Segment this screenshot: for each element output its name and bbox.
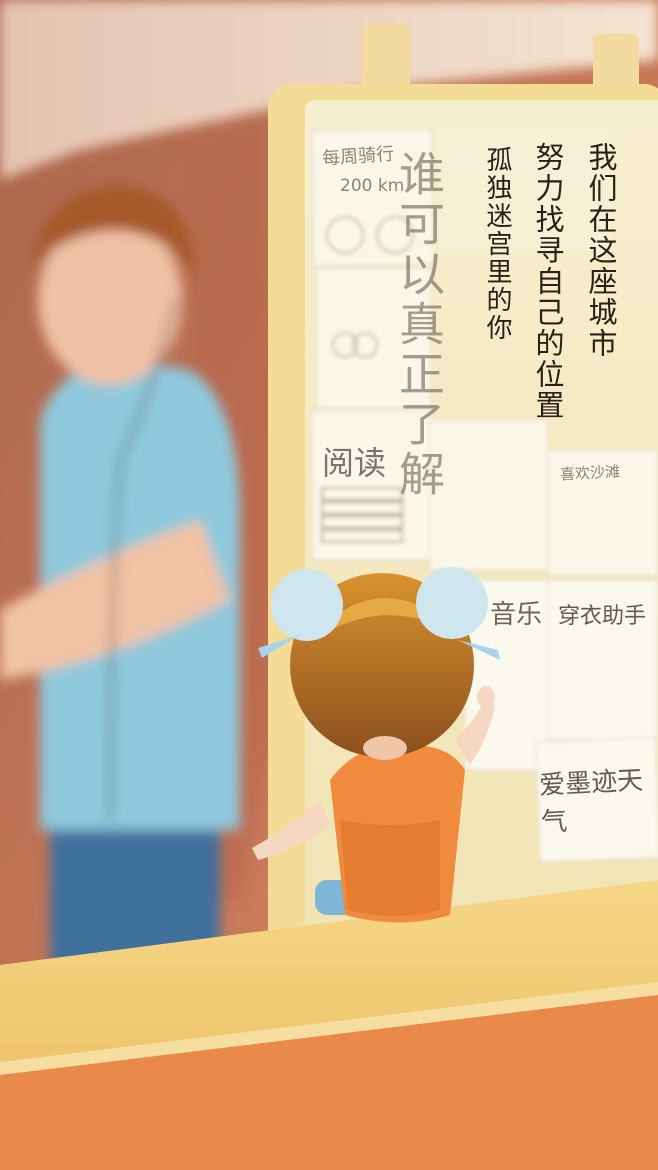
child-neck — [363, 736, 407, 760]
hair-bun-left — [271, 569, 343, 641]
book-2 — [321, 501, 403, 515]
note-face-1 — [332, 332, 358, 358]
note-distance-label: 200 km — [340, 176, 405, 196]
poem-line-4: 谁可以真正了解 — [392, 150, 446, 500]
man-hair — [30, 185, 195, 280]
man-figure — [0, 185, 240, 1000]
child-shirt-shadow — [340, 820, 440, 916]
poem-line-1: 我们在这座城市 — [584, 142, 618, 359]
desk-front — [0, 990, 658, 1170]
pinned-notes — [311, 128, 658, 863]
poem-line-2: 努力找寻自己的位置 — [531, 142, 565, 421]
desk-top — [0, 880, 658, 1070]
note-dress-label: 穿衣助手 — [558, 604, 647, 629]
note-music-label: 音乐 — [490, 600, 543, 630]
man-head — [38, 215, 182, 385]
bicycle-wheel-right — [376, 216, 414, 254]
book-3 — [321, 515, 403, 529]
note-cycling — [311, 128, 435, 267]
note-reading — [311, 409, 433, 561]
child-hair-highlight — [315, 598, 450, 640]
ribbon-right — [458, 640, 500, 660]
man-arm — [0, 520, 230, 680]
child-left-arm — [252, 800, 330, 860]
note-reading-label: 阅读 — [322, 444, 387, 482]
note-dress — [547, 579, 658, 741]
book-4 — [321, 529, 403, 543]
poem-line-3: 孤独迷宫里的你 — [482, 146, 512, 342]
note-weather-label: 爱墨迹天气 — [538, 765, 644, 839]
note-sea — [547, 449, 658, 576]
hair-bun-right — [416, 567, 488, 639]
note-cycling-label: 每周骑行 — [321, 143, 395, 170]
note-sea-label: 喜欢沙滩 — [559, 462, 621, 484]
note-weather-icons — [429, 419, 549, 571]
note-face-2 — [352, 332, 378, 358]
child-hand — [477, 686, 495, 708]
note-top-right — [440, 130, 610, 250]
child-figure — [252, 567, 500, 923]
earphone-wire — [108, 299, 177, 821]
desk-edge — [0, 982, 658, 1075]
bicycle-wheel-left — [326, 216, 364, 254]
book-1 — [321, 487, 403, 501]
desk — [0, 880, 658, 1170]
ribbon-left — [258, 635, 300, 658]
child-right-arm — [455, 700, 495, 765]
